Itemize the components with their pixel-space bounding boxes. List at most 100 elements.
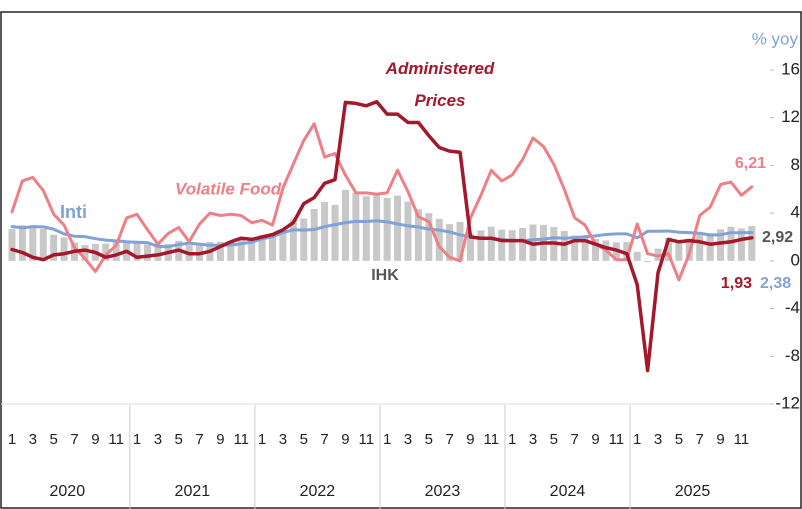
bar [581,235,589,261]
year-label: 2023 [425,483,461,500]
bar [706,233,714,261]
bar [623,242,631,261]
x-tick-label: 11 [484,431,500,448]
bar [519,228,527,261]
bar [466,233,474,261]
x-tick-label: 5 [550,431,558,448]
bar [477,230,485,261]
x-tick-label: 3 [404,431,412,448]
bar [633,251,641,261]
y-tick-label: 16 [781,59,800,78]
y-tick-label: 0 [791,250,800,269]
year-label: 2021 [175,483,211,500]
x-tick-label: 11 [609,431,625,448]
bar [8,228,16,261]
year-label: 2024 [550,483,586,500]
x-tick-label: 5 [425,431,433,448]
y-tick-label: -4 [785,298,800,317]
bar [154,244,162,261]
x-tick-label: 11 [233,431,249,448]
bar [102,243,110,261]
bar [571,235,579,261]
x-tick-label: 7 [571,431,579,448]
bar [112,241,120,261]
bar [133,242,141,261]
y-axis-label: % yoy [752,29,799,48]
bar [258,234,266,261]
x-tick-label: 7 [445,431,453,448]
x-tick-label: 1 [633,431,641,448]
bar [456,221,464,261]
series-annotation: Inti [60,202,87,222]
x-tick-label: 9 [341,431,349,448]
bar [435,218,443,261]
bar [487,226,495,261]
x-tick-label: 3 [154,431,162,448]
bar [39,229,47,261]
value-label: 2,38 [760,275,791,292]
series-annotation: Administered Prices [385,59,495,110]
bar [50,234,58,261]
x-tick-label: 3 [529,431,537,448]
bar [248,238,256,261]
bar [216,241,224,261]
bar [60,237,68,261]
x-tick-label: 5 [175,431,183,448]
bar [717,229,725,261]
bar [279,229,287,261]
series-annotation: IHK [371,267,399,284]
bar [696,232,704,261]
bar [414,209,422,261]
x-tick-label: 9 [216,431,224,448]
series-annotation: Volatile Food [175,179,282,198]
bar [362,196,370,261]
x-tick-label: 5 [300,431,308,448]
x-tick-label: 7 [70,431,78,448]
bar [592,238,600,261]
line-series [10,219,754,249]
year-label: 2022 [300,483,336,500]
value-label: 2,92 [762,229,793,246]
x-tick-label: 7 [696,431,704,448]
bar [18,225,26,261]
bar [394,195,402,261]
bar [508,230,516,261]
bar [644,260,652,262]
x-tick-label: 11 [108,431,124,448]
y-tick-label: 12 [781,107,800,126]
bar [331,204,339,261]
bar [81,245,89,261]
bar [498,229,506,261]
x-tick-label: 9 [466,431,474,448]
x-tick-label: 5 [675,431,683,448]
bar [383,197,391,261]
x-tick-label: 7 [195,431,203,448]
bar [664,237,672,261]
x-tick-label: 1 [8,431,16,448]
bar [321,201,329,261]
x-tick-label: 9 [716,431,724,448]
line-series [10,122,754,282]
bar [373,195,381,261]
x-tick-label: 3 [279,431,287,448]
bar [227,241,235,261]
x-tick-label: 1 [133,431,141,448]
bar [29,225,37,261]
x-tick-label: 1 [508,431,516,448]
bar [404,201,412,261]
y-tick-label: -12 [775,393,800,412]
y-tick-label: 4 [791,203,800,222]
bar [446,224,454,261]
x-tick-label: 11 [358,431,374,448]
x-tick-label: 7 [320,431,328,448]
year-label: 2020 [50,483,86,500]
bar [352,192,360,261]
x-tick-label: 5 [50,431,58,448]
bar [310,208,318,261]
bar [237,239,245,261]
x-tick-label: 1 [383,431,391,448]
x-tick-label: 3 [654,431,662,448]
bar [748,226,756,261]
bar [341,189,349,261]
